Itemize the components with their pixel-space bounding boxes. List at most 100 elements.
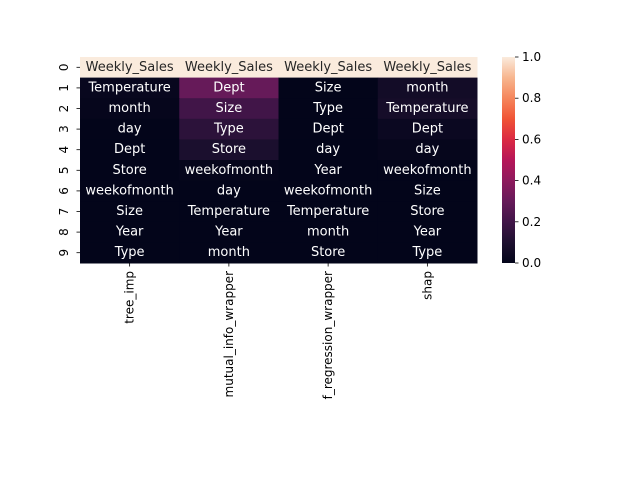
heatmap-cell <box>80 77 180 99</box>
heatmap-cell <box>179 160 279 182</box>
colorbar-tick-label: 0.6 <box>522 132 541 146</box>
heatmap-cell <box>278 160 379 182</box>
heatmap-cell <box>179 77 279 99</box>
heatmap-cell <box>179 180 279 202</box>
cell-annotation: Type <box>213 122 244 137</box>
cell-annotation: Year <box>214 225 243 240</box>
colorbar-tick-label: 0.2 <box>522 215 541 229</box>
cell-annotation: month <box>307 225 349 240</box>
cell-annotation: Dept <box>114 142 145 157</box>
heatmap-cell <box>278 139 379 161</box>
cell-annotation: Weekly_Sales <box>284 60 372 75</box>
cell-annotation: Type <box>312 101 343 116</box>
colorbar-tick-label: 0.4 <box>522 174 541 188</box>
row-tick-label: 8 <box>57 228 71 236</box>
heatmap-cell <box>179 242 279 264</box>
heatmap-cell <box>80 221 180 243</box>
heatmap-cell <box>278 118 379 140</box>
cell-annotation: Type <box>114 245 145 260</box>
row-tick-labels: 0 1 2 3 4 5 6 7 8 9 <box>57 63 80 257</box>
heatmap-cell <box>377 242 478 264</box>
cell-annotation: Store <box>112 163 146 178</box>
heatmap-cell <box>80 139 180 161</box>
cell-annotation: Store <box>311 245 345 260</box>
cell-annotation: month <box>406 80 448 95</box>
cell-annotation: weekofmonth <box>383 163 471 178</box>
cell-annotation: Temperature <box>87 80 170 95</box>
heatmap-cell <box>80 242 180 264</box>
heatmap-cell <box>377 160 478 182</box>
cell-annotation: Year <box>313 163 342 178</box>
cell-annotation: Type <box>411 245 442 260</box>
cell-annotation: day <box>118 122 142 137</box>
heatmap-cell <box>179 221 279 243</box>
heatmap-cell <box>377 57 478 79</box>
heatmap-cell <box>80 201 180 223</box>
cell-annotation: Temperature <box>385 101 468 116</box>
row-tick-label: 1 <box>57 84 71 92</box>
row-tick-label: 0 <box>57 63 71 71</box>
heatmap-cell <box>80 180 180 202</box>
colorbar-tick-label: 0.0 <box>522 256 541 270</box>
cell-annotation: Store <box>410 204 444 219</box>
cell-annotation: month <box>109 101 151 116</box>
cell-annotation: weekofmonth <box>85 183 173 198</box>
heatmap-cell <box>80 98 180 120</box>
heatmap-cell <box>179 201 279 223</box>
cell-annotation: day <box>415 142 439 157</box>
heatmap-cell <box>278 57 379 79</box>
colorbar-tick-label: 1.0 <box>522 50 541 64</box>
cell-annotation: Weekly_Sales <box>86 60 174 75</box>
heatmap-cell <box>179 139 279 161</box>
row-tick-label: 2 <box>57 105 71 113</box>
heatmap-cell <box>377 98 478 120</box>
cell-annotation: Store <box>212 142 246 157</box>
cell-annotation: Temperature <box>187 204 270 219</box>
cell-annotation: Weekly_Sales <box>185 60 273 75</box>
cell-annotation: Size <box>315 80 342 95</box>
heatmap-cell <box>278 221 379 243</box>
column-tick-label: mutual_info_wrapper <box>222 271 236 398</box>
cell-annotation: Year <box>413 225 442 240</box>
row-tick-label: 4 <box>57 146 71 154</box>
column-tick-label: tree_imp <box>123 271 137 324</box>
heatmap-cell <box>377 77 478 99</box>
heatmap-cell <box>377 118 478 140</box>
heatmap-cell <box>377 139 478 161</box>
cell-annotation: Size <box>216 101 243 116</box>
heatmap-cell <box>179 98 279 120</box>
cell-annotation: Dept <box>412 122 443 137</box>
cell-annotation: Dept <box>312 122 343 137</box>
cell-annotation: Dept <box>213 80 244 95</box>
heatmap-cell <box>80 57 180 79</box>
row-tick-label: 7 <box>57 208 71 216</box>
heatmap-cell <box>179 118 279 140</box>
cell-annotation: Size <box>116 204 143 219</box>
heatmap-cell <box>377 221 478 243</box>
column-tick-label: f_regression_wrapper <box>321 271 335 399</box>
cell-annotation: weekofmonth <box>185 163 273 178</box>
heatmap-cell <box>278 77 379 99</box>
cell-annotation: Size <box>414 183 441 198</box>
heatmap-cell <box>80 118 180 140</box>
cell-annotation: Weekly_Sales <box>383 60 471 75</box>
heatmap-cell <box>80 160 180 182</box>
row-tick-label: 3 <box>57 125 71 133</box>
colorbar-gradient <box>502 57 515 263</box>
row-tick-label: 6 <box>57 187 71 195</box>
heatmap-cells: Weekly_Sales Weekly_Sales Weekly_Sales Week… <box>80 57 478 264</box>
row-tick-label: 9 <box>57 249 71 257</box>
cell-annotation: day <box>217 183 241 198</box>
cell-annotation: weekofmonth <box>284 183 372 198</box>
row-tick-label: 5 <box>57 166 71 174</box>
colorbar: 0.0 0.2 0.4 0.6 0.8 1.0 <box>502 50 541 270</box>
heatmap-cell <box>179 57 279 79</box>
heatmap-cell <box>278 180 379 202</box>
cell-annotation: Year <box>115 225 144 240</box>
cell-annotation: Temperature <box>286 204 369 219</box>
heatmap-cell <box>278 242 379 264</box>
heatmap-cell <box>278 98 379 120</box>
heatmap-cell <box>377 180 478 202</box>
heatmap-cell <box>377 201 478 223</box>
